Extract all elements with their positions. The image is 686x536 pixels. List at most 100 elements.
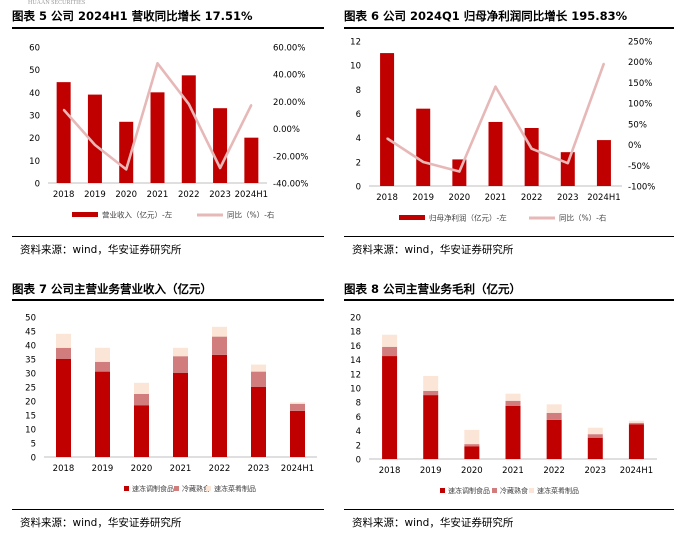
- bar-segment-2023-0: [587, 437, 603, 459]
- bar-segment-2023-0: [251, 387, 266, 457]
- yoy-point-2022: [187, 103, 190, 105]
- bar-segment-2021-1: [173, 356, 188, 373]
- left-tick-label: 60: [29, 44, 40, 54]
- header-watermark: HUAAN SECURITIES: [28, 0, 86, 6]
- left-tick-label: 25: [25, 384, 36, 394]
- bar-segment-2018-1: [56, 347, 71, 359]
- left-tick-label: 0: [356, 183, 361, 193]
- figure-8-rule: [344, 299, 674, 301]
- x-tick-label: 2022: [543, 466, 565, 476]
- bar-2023: [560, 152, 575, 186]
- left-tick-label: 20: [29, 134, 40, 144]
- legend-bar-label: 营业收入（亿元）-左: [102, 210, 173, 220]
- left-tick-label: 6: [356, 110, 361, 120]
- yoy-point-2023: [219, 167, 221, 169]
- figure-7-rule-bottom: [12, 509, 324, 510]
- figure-7-chart: 0 5 10 15 20 25 30 35 40 45 50 2018 2019 2020 2021 2022…: [25, 314, 317, 493]
- yoy-point-2023: [566, 162, 569, 165]
- x-tick-label: 2022: [209, 464, 231, 474]
- bar-segment-2020-2: [464, 429, 480, 445]
- bar-segment-2019-2: [95, 347, 110, 362]
- figure-5-title: 图表 5 公司 2024H1 营收同比增长 17.51%: [12, 9, 253, 23]
- bar-2018: [56, 82, 71, 183]
- legend-swatch-line: [197, 213, 223, 217]
- x-tick-label: 2020: [115, 190, 137, 200]
- left-tick-label: 2: [356, 441, 361, 451]
- left-tick-label: 10: [350, 62, 361, 72]
- x-tick-label: 2021: [502, 466, 524, 476]
- legend-label-2: 速冻菜肴制品: [537, 486, 579, 495]
- x-tick-label: 2018: [53, 190, 75, 200]
- yoy-point-2021: [494, 85, 497, 88]
- legend-label-1: 冷藏熟食: [182, 484, 210, 493]
- legend-bar-label: 归母净利润（亿元）-左: [429, 213, 507, 223]
- bar-segment-2019-2: [423, 375, 439, 391]
- x-tick-label: 2018: [53, 464, 75, 474]
- legend-label-1: 冷藏熟食: [500, 486, 528, 495]
- figure-7-source: 资料来源：wind，华安证券研究所: [20, 517, 182, 529]
- bar-2024H1: [244, 137, 259, 183]
- bar-segment-2021-1: [505, 400, 521, 406]
- yoy-point-2018: [62, 108, 65, 111]
- left-tick-label: 40: [25, 342, 36, 352]
- figure-6-rule-bottom: [344, 236, 674, 237]
- x-tick-label: 2018: [376, 193, 398, 203]
- left-tick-label: 10: [25, 426, 36, 436]
- legend-swatch-1: [174, 486, 179, 491]
- x-tick-label: 2023: [584, 466, 606, 476]
- legend-line-label: 同比（%）-右: [227, 210, 275, 220]
- right-tick-label: -50%: [628, 162, 650, 172]
- legend-swatch-1: [492, 488, 497, 493]
- legend-swatch-0: [124, 486, 129, 491]
- left-tick-label: 30: [25, 370, 36, 380]
- bar-2022: [181, 75, 196, 183]
- right-tick-label: 50%: [628, 120, 647, 130]
- right-tick-label: 150%: [628, 79, 652, 89]
- bar-segment-2020-1: [134, 394, 149, 406]
- bar-2021: [488, 121, 503, 186]
- bar-2022: [524, 128, 539, 186]
- bar-segment-2018-0: [56, 359, 71, 457]
- x-tick-label: 2023: [209, 190, 231, 200]
- bar-segment-2022-1: [212, 336, 227, 355]
- bar-segment-2024H1-2: [628, 420, 644, 423]
- left-tick-label: 0: [31, 454, 36, 464]
- left-tick-label: 6: [356, 413, 361, 423]
- left-tick-label: 20: [25, 398, 36, 408]
- yoy-point-2018: [386, 137, 388, 140]
- bar-segment-2022-0: [212, 354, 227, 457]
- x-tick-label: 2020: [461, 466, 483, 476]
- yoy-point-2019: [422, 161, 425, 163]
- left-tick-label: 45: [25, 328, 36, 338]
- bar-segment-2024H1-1: [290, 403, 305, 411]
- figure-6-source: 资料来源：wind，华安证券研究所: [352, 244, 514, 256]
- bar-segment-2018-1: [382, 346, 398, 357]
- right-tick-label: 0.00%: [273, 125, 300, 135]
- x-tick-label: 2024H1: [587, 193, 620, 203]
- x-tick-label: 2021: [147, 190, 169, 200]
- left-tick-label: 16: [350, 342, 361, 352]
- right-tick-label: -40.00%: [273, 180, 308, 190]
- bar-segment-2021-0: [505, 405, 521, 459]
- left-tick-label: 2: [356, 158, 361, 168]
- x-tick-label: 2024H1: [620, 466, 653, 476]
- right-tick-label: 0%: [628, 141, 642, 151]
- figure-6-title: 图表 6 公司 2024Q1 归母净利润同比增长 195.83%: [344, 9, 628, 23]
- left-tick-label: 12: [350, 38, 361, 48]
- yoy-point-2024H1: [603, 62, 605, 65]
- figure-8-title: 图表 8 公司主营业务毛利（亿元）: [344, 282, 522, 296]
- x-tick-label: 2019: [84, 190, 106, 200]
- bar-segment-2024H1-1: [628, 422, 644, 425]
- figure-8-rule-bottom: [344, 509, 674, 510]
- yoy-point-2020: [458, 170, 461, 173]
- figure-5-chart: 0 10 20 30 40 50 60 -40.00% -20.00% 0.00% 20.00% 40…: [29, 44, 308, 220]
- right-tick-label: 100%: [628, 100, 652, 110]
- left-tick-label: 18: [350, 328, 361, 338]
- right-tick-label: 200%: [628, 58, 652, 68]
- bar-2024H1: [596, 140, 611, 186]
- x-tick-label: 2024H1: [235, 190, 268, 200]
- figure-7-rule: [12, 299, 324, 301]
- bar-segment-2020-2: [134, 382, 149, 394]
- x-tick-label: 2024H1: [281, 464, 314, 474]
- bar-segment-2018-2: [56, 333, 71, 348]
